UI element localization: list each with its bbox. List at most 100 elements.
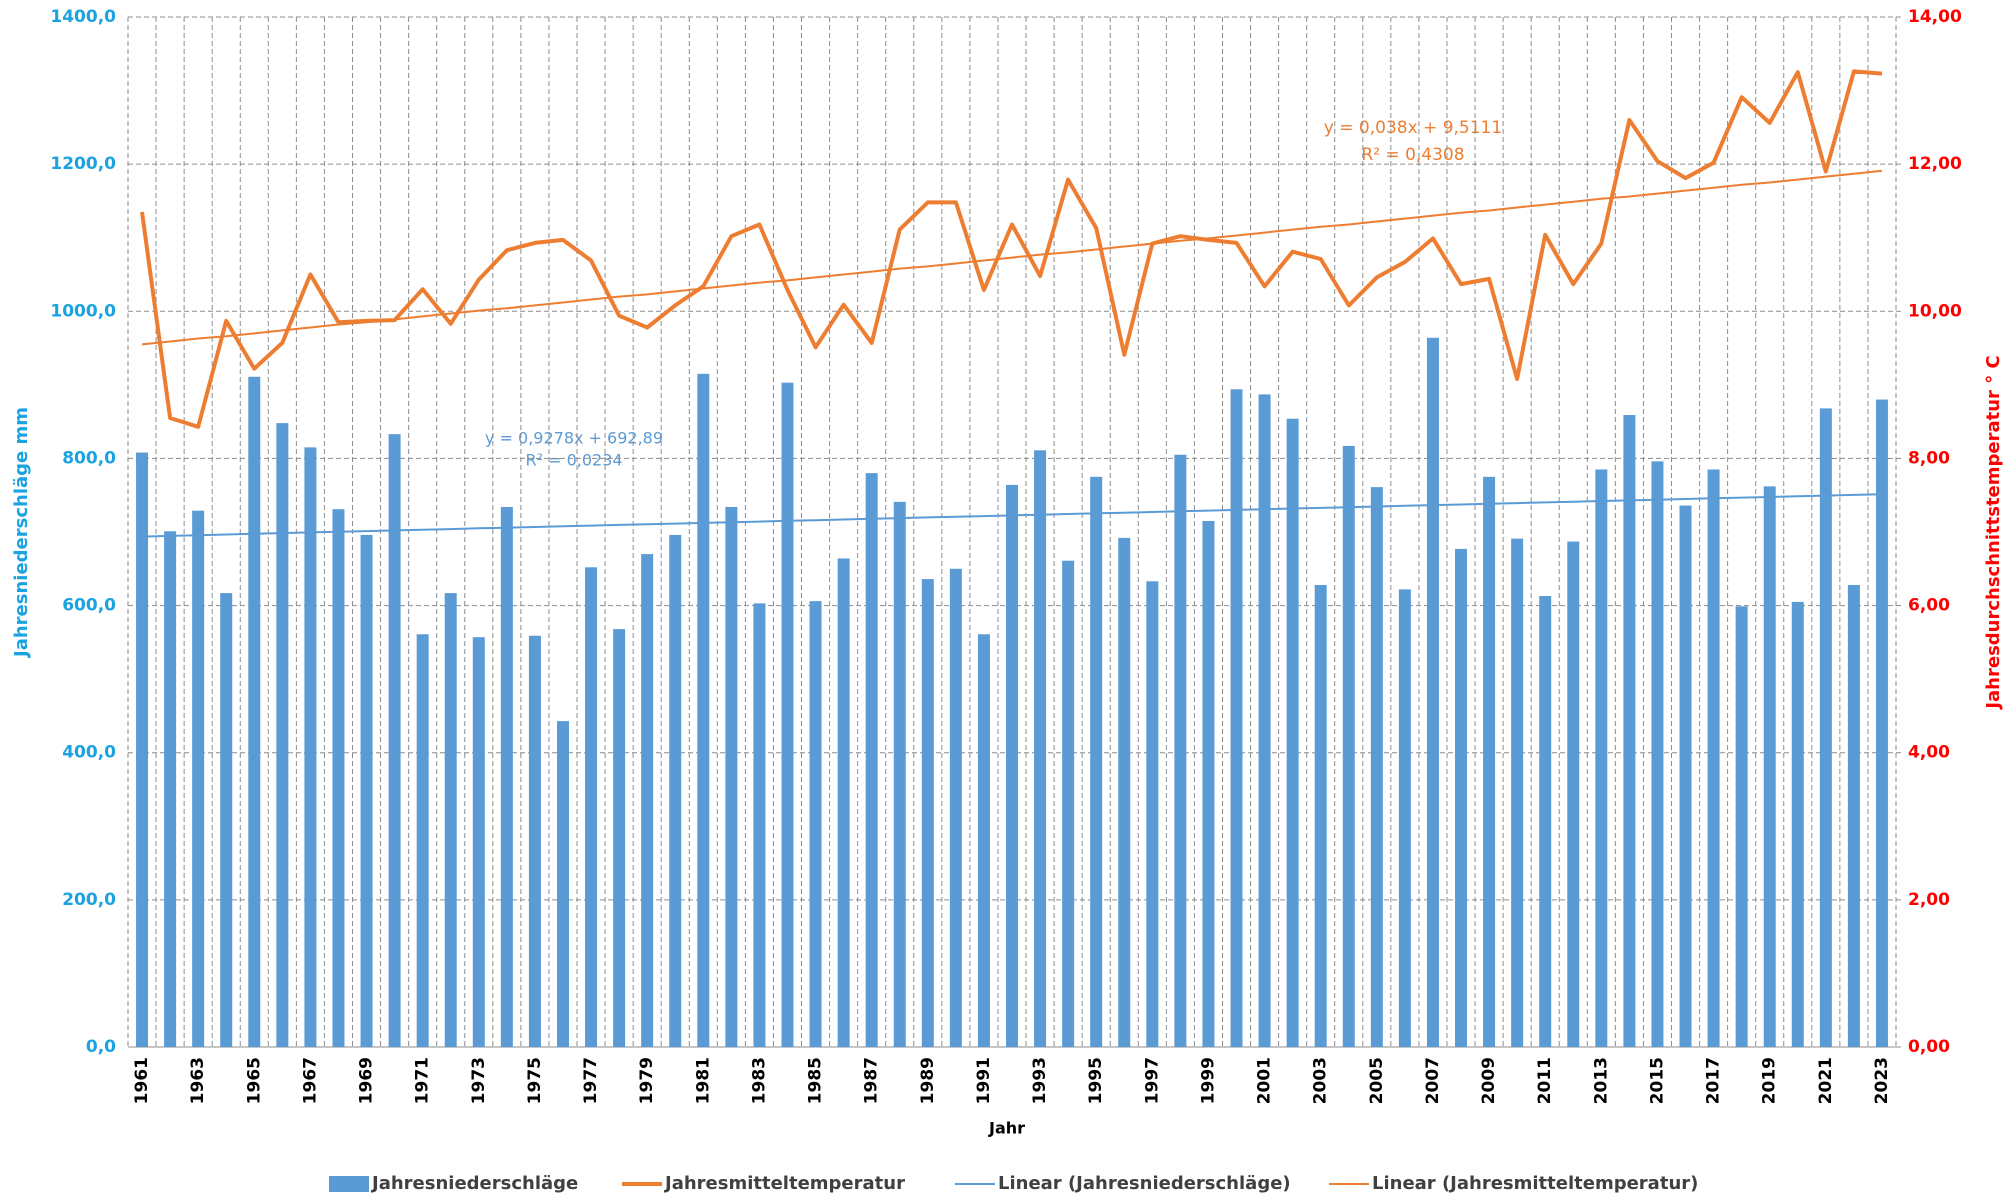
bar [1483, 476, 1496, 1048]
bar [1567, 541, 1580, 1047]
x-tick-label: 2011 [1535, 1057, 1555, 1104]
y2-tick-label: 14,00 [1908, 7, 1962, 27]
x-tick-label: 1963 [188, 1057, 208, 1104]
bar [1342, 445, 1355, 1048]
bar [641, 554, 654, 1047]
bar [1258, 394, 1271, 1048]
bar [1455, 548, 1468, 1047]
x-tick-label: 2021 [1816, 1057, 1836, 1104]
y-axis-title: Jahresniederschläge mm [11, 407, 32, 659]
y2-tick-label: 0,00 [1908, 1037, 1950, 1057]
bar [1370, 487, 1383, 1047]
x-tick-label: 1975 [525, 1057, 545, 1104]
bar [1006, 484, 1018, 1047]
y-tick-label: 1400,0 [50, 7, 116, 27]
x-tick-label: 1967 [300, 1057, 320, 1104]
y-tick-label: 600,0 [62, 596, 116, 616]
bar [865, 473, 878, 1048]
y2-tick-label: 6,00 [1908, 596, 1950, 616]
x-tick-label: 1969 [357, 1057, 377, 1104]
bar [1819, 408, 1832, 1047]
x-tick-label: 1983 [749, 1057, 769, 1104]
bar [220, 593, 233, 1047]
bar [1314, 584, 1327, 1047]
bar [669, 534, 682, 1047]
bar [1735, 606, 1748, 1047]
bar [753, 603, 766, 1047]
bar [1651, 461, 1664, 1047]
bar [1875, 399, 1888, 1048]
bar [1398, 589, 1411, 1047]
bar [781, 382, 794, 1047]
bar [893, 501, 906, 1048]
trend-line [141, 169, 1883, 346]
x-tick-label: 1981 [693, 1057, 713, 1104]
x-tick-label: 2013 [1591, 1057, 1611, 1104]
bar [1623, 415, 1636, 1047]
y2-tick-label: 2,00 [1908, 890, 1950, 910]
bar [1679, 505, 1692, 1047]
bar [1174, 454, 1187, 1047]
bar [1707, 469, 1720, 1047]
bar [697, 373, 710, 1048]
x-tick-label: 1985 [806, 1057, 826, 1104]
bar [192, 510, 205, 1047]
x-tick-label: 2019 [1760, 1057, 1780, 1104]
x-tick-label: 1987 [862, 1057, 882, 1104]
x-tick-label: 2015 [1647, 1057, 1667, 1104]
legend-label: Linear (Jahresmitteltemperatur) [1372, 1173, 1698, 1194]
legend-label: Linear (Jahresniederschläge) [998, 1173, 1291, 1194]
x-tick-label: 1995 [1086, 1057, 1106, 1104]
bar [444, 593, 457, 1047]
x-tick-label: 1961 [132, 1057, 152, 1104]
bar [977, 634, 990, 1047]
bar [1230, 389, 1243, 1047]
y2-tick-label: 10,00 [1908, 301, 1962, 321]
bar [164, 531, 177, 1047]
x-tick-label: 2003 [1311, 1057, 1331, 1104]
bar [500, 506, 513, 1047]
bar [248, 376, 261, 1047]
legend-label: Jahresniederschläge [370, 1173, 578, 1194]
bar [1202, 520, 1215, 1047]
bar [1511, 538, 1524, 1047]
x-axis-title: Jahr [988, 1119, 1025, 1138]
x-tick-label: 1989 [918, 1057, 938, 1104]
bar [1118, 537, 1131, 1047]
x-tick-label: 1971 [413, 1057, 433, 1104]
x-tick-label: 1965 [244, 1057, 264, 1104]
bar [416, 634, 429, 1047]
x-tick-label: 1993 [1030, 1057, 1050, 1104]
y2-axis-title: Jahresdurchschnittstemperatur ° C [1983, 355, 2004, 710]
bar [1791, 601, 1804, 1047]
y-tick-label: 1000,0 [50, 301, 116, 321]
legend-swatch [329, 1176, 369, 1192]
bar [809, 601, 822, 1047]
y2-tick-label: 8,00 [1908, 448, 1950, 468]
bar [360, 534, 373, 1047]
bar [332, 509, 345, 1047]
bar [1034, 450, 1047, 1048]
bar [1090, 476, 1103, 1048]
bar [1763, 486, 1776, 1047]
bar [1062, 560, 1075, 1047]
x-tick-label: 2009 [1479, 1057, 1499, 1104]
trend-line [141, 493, 1883, 538]
bar [921, 579, 934, 1047]
annotation: y = 0,038x + 9,5111 [1324, 118, 1502, 138]
x-tick-label: 1979 [637, 1057, 657, 1104]
bar [585, 567, 598, 1047]
x-tick-label: 2007 [1423, 1057, 1443, 1104]
bar [136, 452, 149, 1047]
line [140, 69, 1883, 429]
annotation: R² = 0,0234 [525, 451, 622, 470]
bar [1426, 337, 1439, 1047]
bar [837, 558, 850, 1047]
y2-tick-label: 4,00 [1908, 743, 1950, 763]
x-tick-label: 1977 [581, 1057, 601, 1104]
bar [613, 629, 626, 1047]
bar [472, 637, 485, 1047]
x-tick-label: 1997 [1142, 1057, 1162, 1104]
bar [276, 423, 289, 1048]
